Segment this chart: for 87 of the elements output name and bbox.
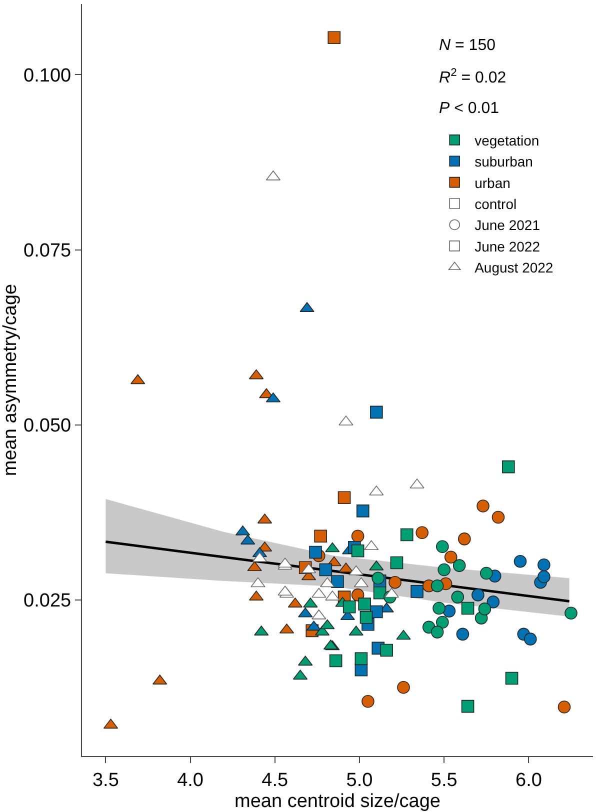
point	[492, 510, 505, 524]
point	[538, 558, 550, 572]
point	[410, 585, 424, 598]
point	[505, 672, 518, 685]
point	[502, 460, 515, 474]
point	[390, 556, 404, 570]
point	[351, 530, 364, 543]
legend-label: control	[474, 196, 517, 212]
point	[342, 600, 356, 614]
point	[247, 561, 262, 572]
point	[373, 586, 386, 600]
legend-label: June 2021	[474, 217, 540, 234]
point	[451, 590, 464, 604]
point	[325, 542, 340, 552]
point	[472, 588, 484, 602]
point	[396, 630, 411, 640]
y-axis-title: mean asymmetry/cage	[0, 284, 21, 476]
annotation: R$^{2}$ = 0.02	[439, 67, 506, 87]
point	[309, 546, 322, 559]
point	[461, 602, 474, 615]
legend-label: June 2022	[474, 238, 540, 254]
point	[486, 596, 500, 608]
point	[331, 575, 344, 588]
point	[298, 656, 313, 666]
point	[461, 700, 474, 713]
point	[358, 598, 371, 610]
y-tick-label: 0.100	[24, 65, 72, 86]
point	[329, 654, 342, 668]
x-tick-label: 4.5	[262, 770, 288, 791]
legend-label: suburban	[474, 154, 533, 170]
legend-label: urban	[474, 174, 510, 191]
annotation: N = 150	[439, 37, 496, 54]
y-tick-label: 0.050	[24, 415, 72, 436]
point	[400, 528, 414, 542]
point	[442, 604, 456, 618]
point	[356, 504, 370, 518]
point	[351, 544, 364, 558]
legend-label: vegetation	[474, 132, 540, 148]
y-tick-label: 0.025	[24, 590, 72, 612]
point	[436, 616, 449, 629]
x-tick-label: 3.5	[92, 770, 119, 791]
point	[452, 559, 466, 572]
point	[538, 570, 550, 584]
point	[416, 526, 428, 540]
point	[478, 602, 492, 616]
x-tick-label: 5.5	[430, 770, 458, 791]
x-tick-label: 5.0	[346, 770, 373, 791]
point	[456, 628, 470, 641]
point	[348, 565, 364, 576]
point	[436, 540, 449, 554]
point	[432, 602, 446, 615]
point	[480, 566, 493, 580]
point	[458, 532, 471, 546]
point	[362, 694, 374, 708]
x-tick-label: 6.0	[515, 770, 542, 791]
point	[430, 626, 444, 638]
point	[312, 588, 326, 598]
point	[388, 576, 402, 589]
point	[397, 680, 410, 694]
point	[370, 406, 383, 419]
point	[320, 577, 335, 588]
x-axis-title: mean centroid size/cage	[234, 791, 440, 812]
point	[514, 554, 527, 568]
point	[430, 579, 444, 592]
point	[558, 700, 571, 714]
annotation: P < 0.01	[439, 100, 500, 117]
point	[320, 619, 335, 630]
y-tick-label: 0.075	[24, 240, 72, 262]
point	[476, 500, 490, 512]
point	[250, 577, 266, 588]
point	[319, 563, 332, 576]
legend-label: August 2022	[474, 260, 554, 276]
point	[384, 588, 399, 598]
point	[444, 550, 458, 564]
point	[354, 652, 368, 666]
point	[438, 563, 450, 576]
point	[298, 607, 313, 618]
point	[524, 632, 537, 646]
point	[372, 572, 385, 585]
point	[360, 610, 373, 624]
point	[314, 530, 327, 543]
point	[130, 374, 146, 384]
point	[380, 644, 393, 657]
line-series	[104, 540, 571, 603]
x-tick-label: 4.0	[177, 770, 204, 791]
point	[564, 606, 578, 620]
point	[338, 491, 351, 504]
